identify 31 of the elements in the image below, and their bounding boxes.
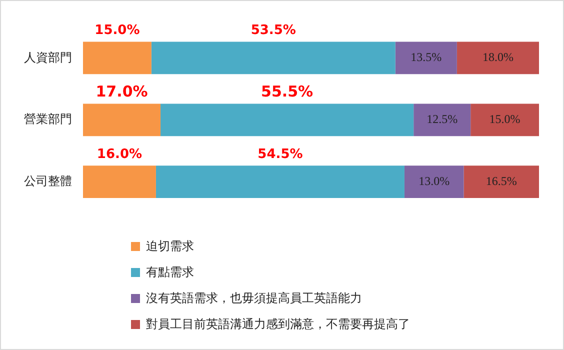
bar — [156, 166, 404, 198]
data-label: 13.0% — [418, 174, 450, 188]
bar — [83, 104, 161, 136]
data-label: 54.5% — [258, 147, 303, 162]
bar — [464, 166, 539, 198]
bar — [470, 104, 539, 136]
legend-label: 迫切需求 — [146, 238, 194, 254]
data-label: 17.0% — [96, 82, 148, 101]
data-label: 16.0% — [96, 147, 142, 162]
data-label: 12.5% — [426, 112, 458, 126]
data-label: 13.5% — [410, 50, 442, 64]
data-label: 15.0% — [94, 23, 140, 38]
legend-label: 有點需求 — [146, 264, 194, 280]
data-label: 16.5% — [486, 174, 517, 188]
bar — [83, 42, 152, 74]
data-label: 18.0% — [482, 50, 514, 64]
legend-label: 對員工目前英語溝通力感到滿意，不需要再提高了 — [146, 316, 410, 332]
bar — [414, 104, 471, 136]
y-tick-label: 營業部門 — [24, 112, 72, 126]
y-tick-label: 人資部門 — [24, 50, 72, 64]
data-label: 55.5% — [261, 82, 314, 101]
legend-label: 沒有英語需求，也毋須提高員工英語能力 — [146, 290, 362, 306]
bar — [160, 104, 414, 136]
bar — [404, 166, 464, 198]
data-label: 53.5% — [250, 23, 296, 38]
data-label: 15.0% — [489, 112, 520, 126]
y-tick-label: 公司整體 — [24, 174, 72, 188]
bar — [151, 42, 396, 74]
bar — [395, 42, 457, 74]
bar — [456, 42, 539, 74]
bar — [83, 166, 156, 198]
